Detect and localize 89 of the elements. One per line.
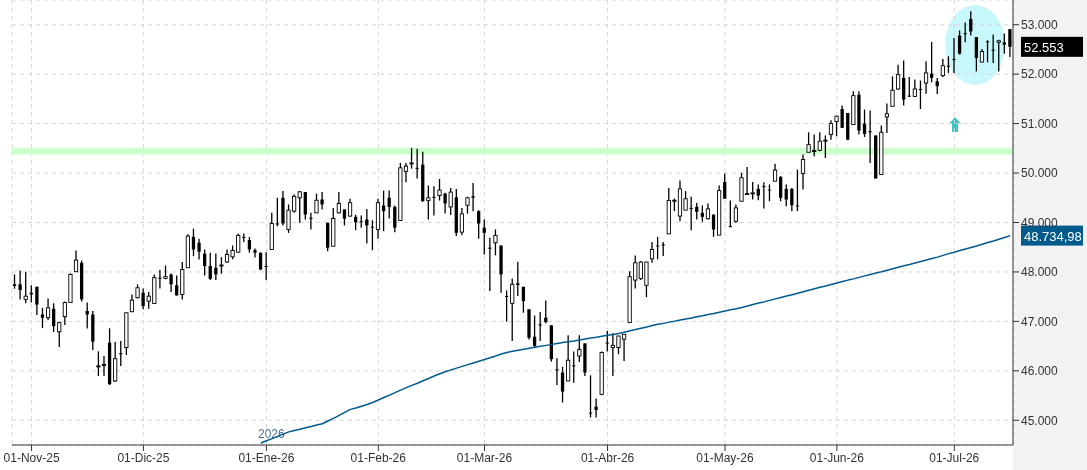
- candlestick: [655, 236, 660, 260]
- line-series: [260, 234, 1011, 444]
- candlestick: [566, 334, 571, 382]
- candlestick: [762, 181, 766, 210]
- candlestick: [538, 311, 542, 342]
- candlestick: [555, 357, 559, 386]
- candlestick: [45, 297, 51, 321]
- x-tick-label: 01-Dic-25: [117, 450, 170, 465]
- text: 48.734,98: [1024, 228, 1082, 244]
- candlestick: [723, 172, 727, 200]
- candlestick: [409, 147, 414, 170]
- text: 52.553: [1024, 39, 1064, 55]
- candlestick: [532, 314, 537, 349]
- candlestick: [884, 102, 889, 134]
- candlestick: [963, 21, 967, 43]
- candlestick: [309, 212, 313, 231]
- y-tick-label: 46.000: [1021, 364, 1059, 379]
- candlestick: [779, 175, 783, 202]
- candlestick: [974, 36, 979, 73]
- candlestick: [336, 191, 341, 215]
- candlestick: [1008, 28, 1012, 58]
- candlestick: [264, 251, 268, 281]
- candlestick: [23, 271, 28, 304]
- candlestick: [488, 237, 492, 292]
- y-tick-label: 53.000: [1021, 17, 1059, 32]
- candlestick: [510, 277, 515, 342]
- candlestick: [890, 75, 895, 107]
- candlestick: [560, 366, 565, 404]
- candlestick: [784, 183, 788, 207]
- candlestick: [649, 241, 655, 264]
- candlestick: [387, 189, 391, 220]
- candlestick: [733, 203, 739, 224]
- annotation: 2026: [258, 427, 286, 441]
- candlestick: [918, 79, 923, 110]
- candlestick: [57, 320, 62, 348]
- candlestick: [493, 228, 498, 257]
- candlestick: [868, 109, 872, 164]
- candlestick: [73, 249, 79, 273]
- x-tick-label: 01-Jun-26: [809, 450, 865, 465]
- candlestick: [907, 76, 911, 98]
- x-tick-label: 01-Jul-26: [929, 450, 980, 465]
- candlestick: [347, 198, 353, 218]
- candlestick: [370, 219, 375, 251]
- candlestick: [459, 207, 464, 237]
- candlestick: [18, 269, 22, 301]
- x-tick-label: 01-Ene-26: [238, 450, 295, 465]
- candlestick: [728, 199, 732, 228]
- candlestick: [991, 33, 995, 64]
- candlestick: [504, 289, 509, 323]
- candlestick: [795, 168, 800, 212]
- candlestick: [895, 64, 901, 91]
- x-tick-label: 01-Feb-26: [350, 450, 407, 465]
- candlestick: [208, 252, 212, 281]
- candlestick: [902, 59, 906, 107]
- x-tick-label: 01-Nov-25: [3, 450, 60, 465]
- candlestick: [828, 119, 834, 141]
- y-tick-label: 48.000: [1021, 265, 1059, 280]
- candlestick: [594, 397, 598, 419]
- candlestick: [35, 286, 39, 316]
- candlestick: [113, 341, 118, 383]
- candlestick: [689, 196, 693, 231]
- candlestick: [253, 247, 257, 259]
- candlestick: [393, 204, 397, 233]
- x-tick-label: 01-May-26: [696, 450, 755, 465]
- x-tick-label: 01-Mar-26: [456, 450, 513, 465]
- candlestick: [197, 238, 201, 261]
- candlestick: [952, 37, 956, 74]
- x-tick-label: 01-Abr-26: [580, 450, 635, 465]
- candlestick: [800, 153, 806, 191]
- candlestick: [588, 374, 593, 419]
- candlestick: [996, 39, 1001, 73]
- y-tick-label: 50.000: [1021, 166, 1059, 181]
- y-tick-label: 45.000: [1021, 413, 1059, 428]
- candlestick: [40, 307, 45, 329]
- candlestick: [1002, 32, 1006, 55]
- candlestick: [381, 189, 386, 232]
- candlestick: [957, 29, 962, 56]
- y-tick-label: 49.000: [1021, 215, 1059, 230]
- y-tick-label: 51.000: [1021, 116, 1059, 131]
- y-tick-label: 52.000: [1021, 67, 1059, 82]
- candlestick: [985, 39, 990, 63]
- candlestick: [119, 340, 123, 367]
- candlestick: [303, 191, 307, 221]
- candlestick: [923, 60, 929, 95]
- candlestick: [605, 330, 609, 353]
- candlestick: [275, 197, 279, 227]
- candlestick: [415, 148, 419, 180]
- y-tick-label: 47.000: [1021, 314, 1059, 329]
- candlestick: [572, 350, 576, 384]
